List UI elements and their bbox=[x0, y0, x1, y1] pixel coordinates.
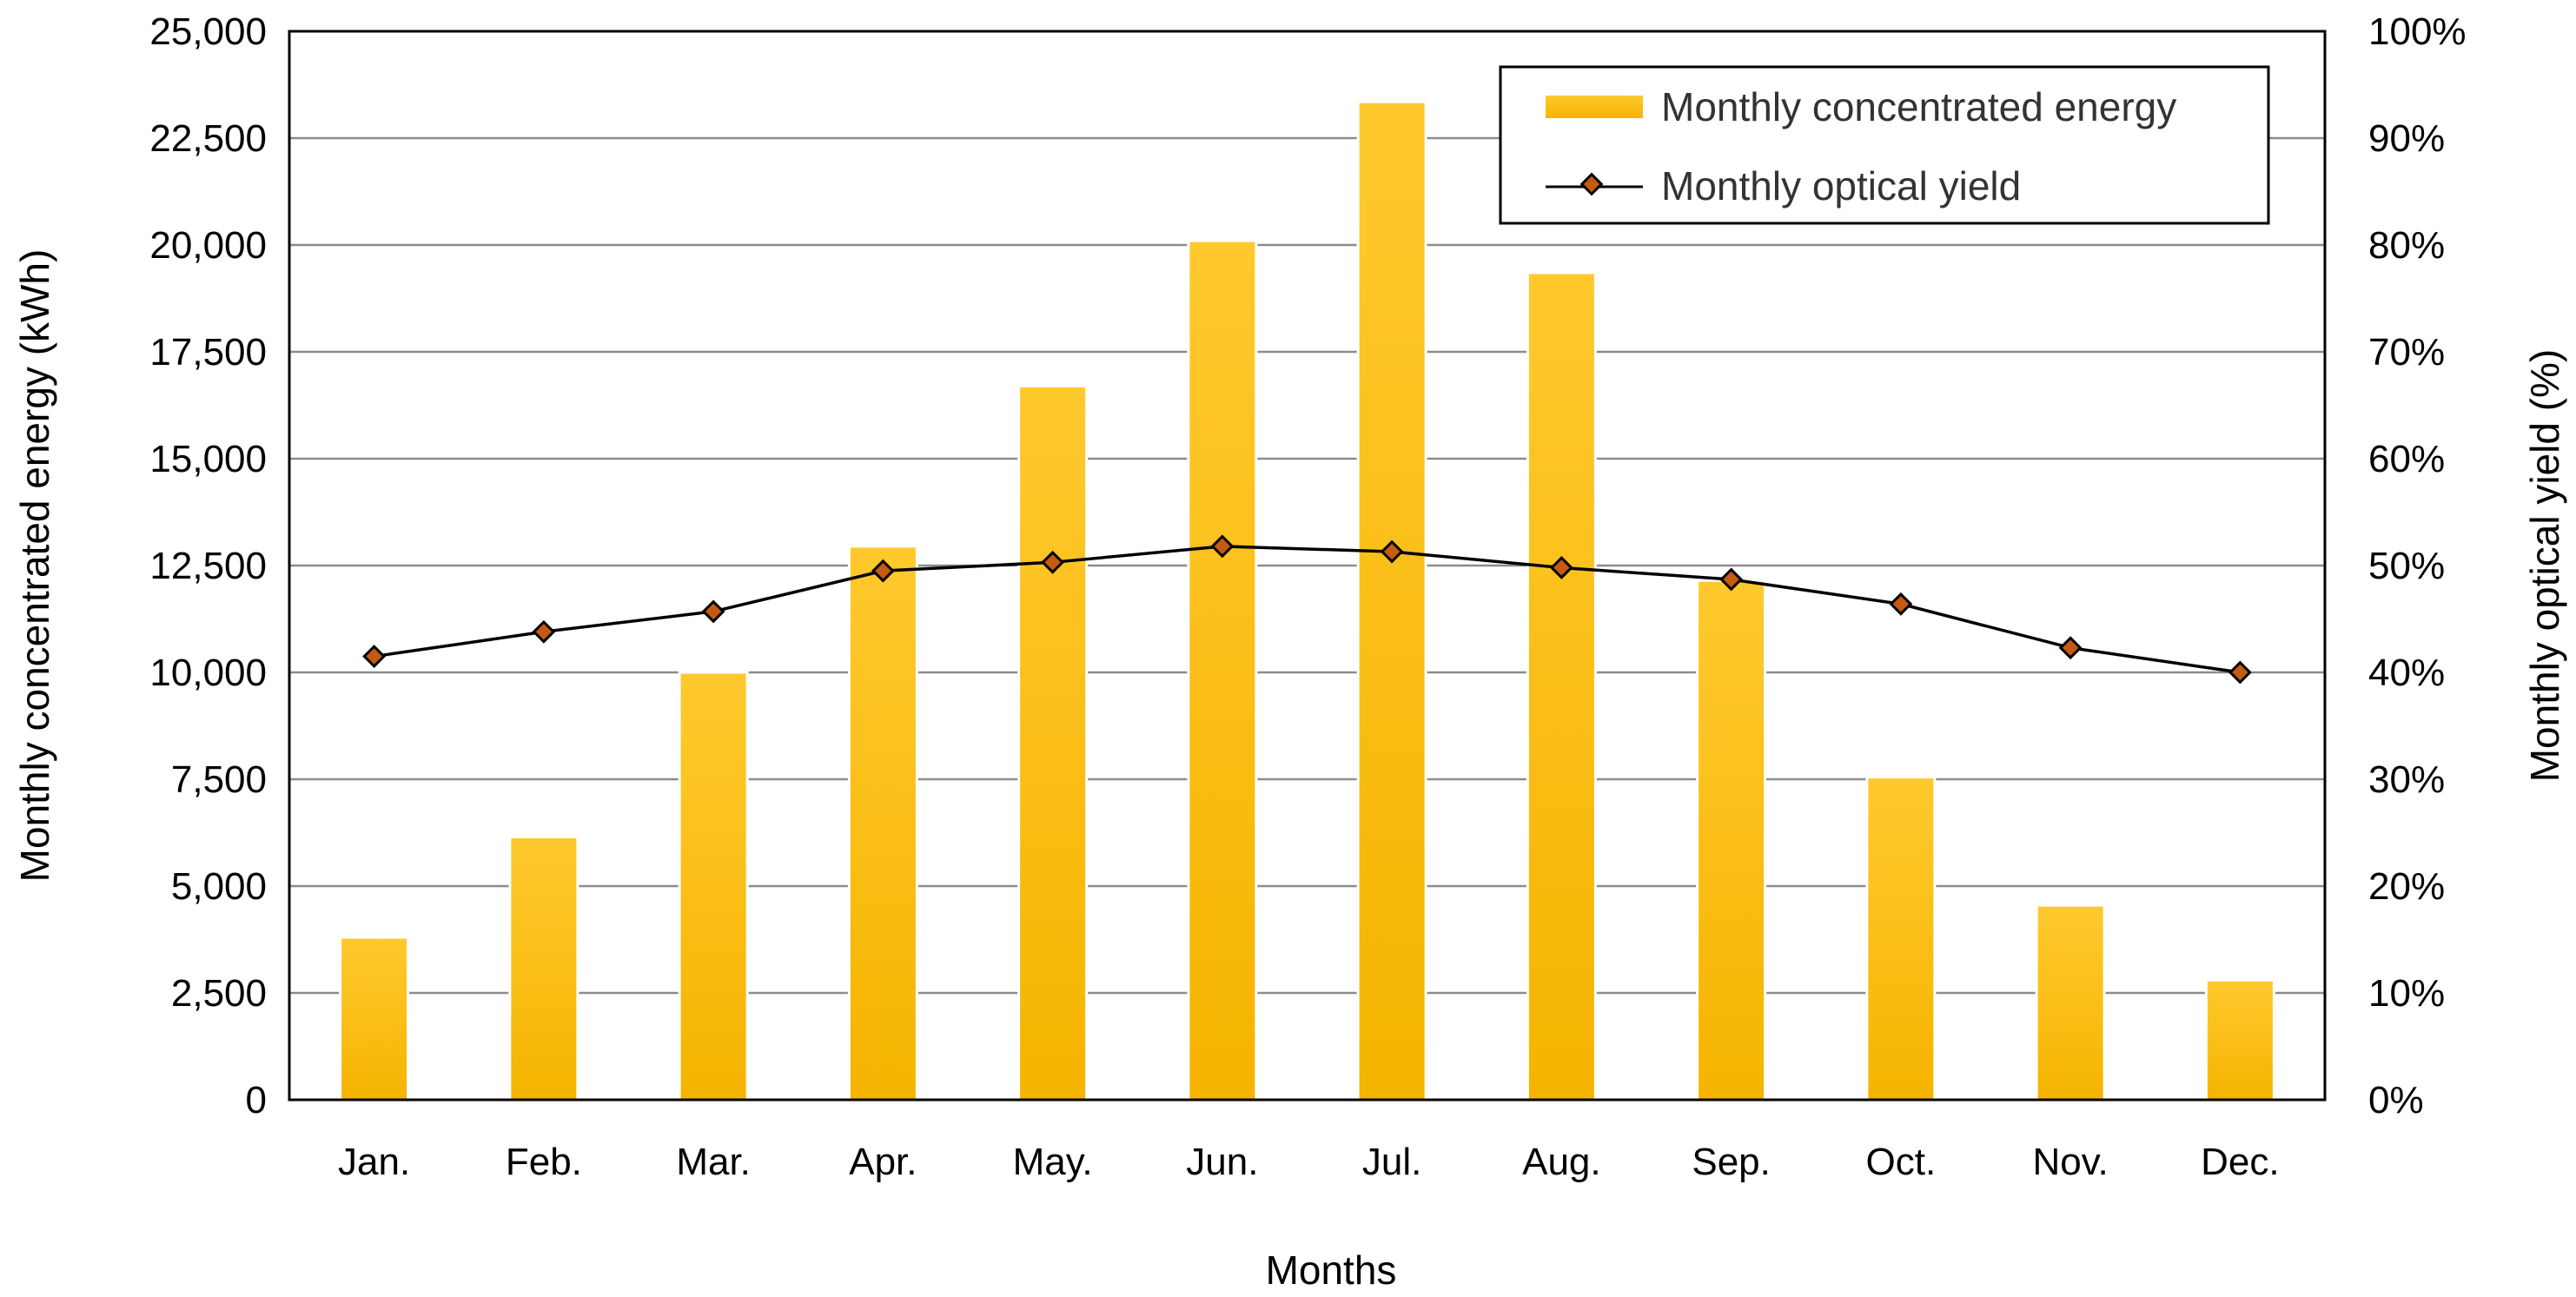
plot-frame bbox=[288, 30, 2327, 1102]
y-tick-label: 12,500 bbox=[149, 545, 267, 587]
yield-marker bbox=[532, 619, 556, 644]
yield-marker bbox=[1719, 567, 1744, 592]
yield-marker bbox=[2228, 660, 2252, 685]
y2-tick-label: 10% bbox=[2368, 972, 2445, 1015]
legend-marker bbox=[1579, 172, 1604, 196]
bar bbox=[2035, 903, 2106, 1102]
x-tick-label: Apr. bbox=[849, 1141, 917, 1183]
legend-bar-swatch bbox=[1546, 96, 1643, 118]
yield-marker bbox=[1041, 550, 1065, 574]
yield-marker bbox=[1380, 539, 1404, 564]
yield-marker bbox=[1549, 556, 1573, 579]
x-tick-label: Feb. bbox=[506, 1141, 582, 1183]
yield-marker bbox=[1210, 534, 1235, 559]
left-axis-ticks: 0 2,500 5,000 7,500 10,000 12,500 15,000 17,500… bbox=[149, 10, 267, 1122]
bar bbox=[2204, 978, 2275, 1102]
y2-tick-label: 100% bbox=[2368, 10, 2467, 53]
y2-tick-label: 30% bbox=[2368, 758, 2445, 801]
bar-series bbox=[339, 100, 2275, 1102]
yield-marker bbox=[1889, 592, 1913, 616]
legend-label-energy: Monthly concentrated energy bbox=[1661, 84, 2176, 129]
y-tick-label: 22,500 bbox=[149, 117, 267, 160]
bar bbox=[508, 835, 579, 1102]
y2-tick-label: 90% bbox=[2368, 117, 2445, 160]
y-tick-label: 2,500 bbox=[171, 972, 267, 1015]
yield-marker bbox=[362, 645, 387, 668]
x-tick-label: Nov. bbox=[2033, 1141, 2109, 1183]
y2-tick-label: 60% bbox=[2368, 438, 2445, 480]
legend-label-yield: Monthly optical yield bbox=[1661, 163, 2021, 208]
x-tick-label: Sep. bbox=[1692, 1141, 1771, 1183]
bar bbox=[339, 936, 410, 1102]
bar bbox=[1017, 384, 1089, 1102]
y2-tick-label: 0% bbox=[2368, 1079, 2424, 1122]
bar bbox=[847, 545, 918, 1102]
y-tick-label: 5,000 bbox=[171, 865, 267, 908]
y-tick-label: 0 bbox=[246, 1079, 267, 1122]
yield-marker bbox=[2058, 636, 2083, 660]
y-tick-label: 10,000 bbox=[149, 652, 267, 694]
x-tick-label: Mar. bbox=[676, 1141, 751, 1183]
y-axis-title: Monthly concentrated energy (kWh) bbox=[12, 249, 57, 883]
y2-tick-label: 70% bbox=[2368, 331, 2445, 374]
bar bbox=[678, 671, 749, 1102]
y2-tick-label: 80% bbox=[2368, 224, 2445, 267]
legend-box bbox=[1499, 65, 2270, 225]
right-axis-ticks: 0% 10% 20% 30% 40% 50% 60% 70% 80% 90% 100% bbox=[2368, 10, 2467, 1122]
y2-tick-label: 40% bbox=[2368, 652, 2445, 694]
x-axis-ticks: Jan. Feb. Mar. Apr. May. Jun. Jul. Aug. Sep. Oct.… bbox=[338, 1141, 2280, 1183]
x-tick-label: Jun. bbox=[1186, 1141, 1258, 1183]
x-tick-label: Oct. bbox=[1866, 1141, 1937, 1183]
y-tick-label: 7,500 bbox=[171, 758, 267, 801]
x-tick-label: Aug. bbox=[1522, 1141, 1601, 1183]
gridlines bbox=[289, 136, 2325, 995]
y-tick-label: 15,000 bbox=[149, 438, 267, 480]
bar bbox=[1526, 271, 1597, 1102]
y2-tick-label: 50% bbox=[2368, 545, 2445, 587]
bar bbox=[1356, 100, 1427, 1102]
y2-tick-label: 20% bbox=[2368, 865, 2445, 908]
yield-line bbox=[374, 545, 2241, 674]
x-tick-label: Jul. bbox=[1362, 1141, 1421, 1183]
y-tick-label: 25,000 bbox=[149, 10, 267, 53]
x-tick-label: May. bbox=[1013, 1141, 1093, 1183]
x-tick-label: Jan. bbox=[338, 1141, 410, 1183]
legend: Monthly concentrated energy Monthly opti… bbox=[1499, 65, 2270, 225]
y-tick-label: 17,500 bbox=[149, 331, 267, 374]
bar bbox=[1187, 239, 1258, 1102]
yield-marker bbox=[871, 559, 895, 583]
x-tick-label: Dec. bbox=[2201, 1141, 2279, 1183]
y-tick-label: 20,000 bbox=[149, 224, 267, 267]
bar bbox=[1696, 579, 1767, 1102]
y2-axis-title: Monthly optical yield (%) bbox=[2522, 349, 2567, 783]
yield-marker bbox=[701, 599, 725, 624]
line-series bbox=[362, 534, 2252, 685]
x-axis-title: Months bbox=[1266, 1247, 1397, 1293]
bar bbox=[1865, 776, 1937, 1102]
